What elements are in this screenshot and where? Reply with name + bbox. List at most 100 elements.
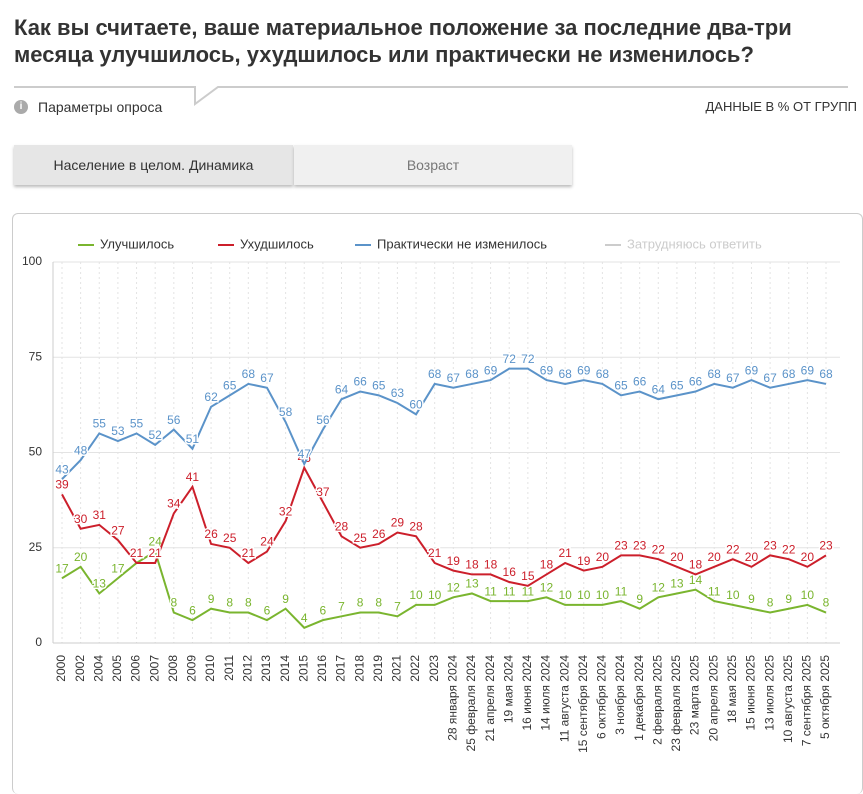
y-tick-label: 25 xyxy=(29,540,43,554)
data-label: 25 xyxy=(223,531,237,545)
data-label: 68 xyxy=(428,367,442,381)
data-label: 20 xyxy=(670,550,684,564)
x-tick-label: 19 мая 2024 xyxy=(501,655,515,723)
data-label: 21 xyxy=(242,546,256,560)
x-tick-label: 2007 xyxy=(147,655,161,682)
x-tick-label: 23 марта 2025 xyxy=(688,655,702,735)
data-label: 7 xyxy=(394,600,401,614)
data-label: 6 xyxy=(320,603,327,617)
x-tick-label: 2017 xyxy=(334,655,348,682)
data-label: 15 xyxy=(521,569,535,583)
data-label: 48 xyxy=(74,443,88,457)
data-label: 64 xyxy=(335,382,349,396)
data-label: 41 xyxy=(186,470,200,484)
data-label: 72 xyxy=(503,352,517,366)
data-label: 18 xyxy=(540,558,554,572)
data-label: 69 xyxy=(745,363,759,377)
data-label: 10 xyxy=(428,588,442,602)
data-label: 24 xyxy=(148,535,162,549)
x-tick-label: 2000 xyxy=(54,655,68,682)
legend-label: Практически не изменилось xyxy=(377,236,547,251)
data-label: 11 xyxy=(503,584,516,598)
data-label: 21 xyxy=(148,546,162,560)
data-label: 8 xyxy=(357,596,364,610)
data-label: 10 xyxy=(577,588,591,602)
data-label: 11 xyxy=(615,584,628,598)
x-tick-label: 6 октября 2024 xyxy=(595,655,609,739)
data-label: 64 xyxy=(652,382,666,396)
data-label: 8 xyxy=(767,596,774,610)
x-tick-label: 2010 xyxy=(203,655,217,682)
data-label: 28 xyxy=(335,519,349,533)
data-label: 53 xyxy=(111,424,125,438)
x-tick-label: 2023 xyxy=(427,655,441,682)
data-label: 22 xyxy=(726,542,740,556)
x-tick-label: 25 февраля 2024 xyxy=(464,655,478,752)
data-label: 43 xyxy=(55,462,69,476)
data-label: 23 xyxy=(819,539,833,553)
data-label: 21 xyxy=(428,546,442,560)
series-line xyxy=(61,550,827,629)
data-label: 55 xyxy=(93,417,107,431)
data-label: 20 xyxy=(801,550,815,564)
data-label: 14 xyxy=(689,573,703,587)
x-tick-label: 2008 xyxy=(166,655,180,682)
data-label: 17 xyxy=(111,561,125,575)
data-label: 68 xyxy=(782,367,796,381)
y-tick-label: 75 xyxy=(29,349,43,363)
data-label: 11 xyxy=(708,584,721,598)
data-label: 67 xyxy=(763,371,777,385)
x-tick-label: 13 июля 2025 xyxy=(762,655,776,731)
data-label: 10 xyxy=(558,588,572,602)
data-label: 68 xyxy=(242,367,256,381)
legend-label: Затрудняюсь ответить xyxy=(627,236,762,251)
data-label: 7 xyxy=(338,600,345,614)
data-label: 23 xyxy=(614,539,628,553)
data-label: 16 xyxy=(503,565,517,579)
data-label: 4 xyxy=(301,611,308,625)
data-label: 68 xyxy=(558,367,572,381)
data-label: 18 xyxy=(689,558,703,572)
data-label: 67 xyxy=(447,371,461,385)
data-label: 10 xyxy=(596,588,610,602)
data-label: 32 xyxy=(279,504,293,518)
data-label: 19 xyxy=(447,554,461,568)
info-icon[interactable]: i xyxy=(14,100,28,114)
data-label: 19 xyxy=(577,554,591,568)
x-tick-label: 2006 xyxy=(129,655,143,682)
x-tick-label: 3 ноября 2024 xyxy=(613,655,627,735)
x-tick-label: 14 июля 2024 xyxy=(539,655,553,731)
data-label: 9 xyxy=(636,592,643,606)
data-label: 18 xyxy=(484,558,498,572)
data-label: 47 xyxy=(298,447,312,461)
data-label: 13 xyxy=(670,577,684,591)
legend-label: Улучшилось xyxy=(100,236,174,251)
x-tick-label: 2012 xyxy=(241,655,255,682)
data-label: 68 xyxy=(819,367,833,381)
x-tick-label: 20 апреля 2025 xyxy=(706,655,720,742)
data-label: 65 xyxy=(223,379,237,393)
separator xyxy=(14,86,848,106)
tab[interactable]: Население в целом. Динамика xyxy=(14,145,293,185)
data-label: 29 xyxy=(391,516,405,530)
data-label: 13 xyxy=(465,577,479,591)
x-tick-label: 28 января 2024 xyxy=(445,655,459,741)
data-label: 28 xyxy=(409,519,423,533)
data-label: 68 xyxy=(596,367,610,381)
data-label: 12 xyxy=(540,580,554,594)
survey-params[interactable]: Параметры опроса xyxy=(38,99,163,115)
data-label: 17 xyxy=(55,561,69,575)
x-tick-label: 2002 xyxy=(73,655,87,682)
tab[interactable]: Возраст xyxy=(294,145,572,185)
data-label: 55 xyxy=(130,417,144,431)
data-label: 37 xyxy=(316,485,330,499)
x-tick-label: 2005 xyxy=(110,655,124,682)
data-label: 52 xyxy=(148,428,162,442)
x-tick-label: 10 августа 2025 xyxy=(781,655,795,743)
data-label: 10 xyxy=(409,588,423,602)
data-label: 6 xyxy=(264,603,271,617)
data-label: 62 xyxy=(204,390,218,404)
data-label: 13 xyxy=(93,577,107,591)
data-label: 56 xyxy=(167,413,181,427)
x-tick-label: 2013 xyxy=(259,655,273,682)
